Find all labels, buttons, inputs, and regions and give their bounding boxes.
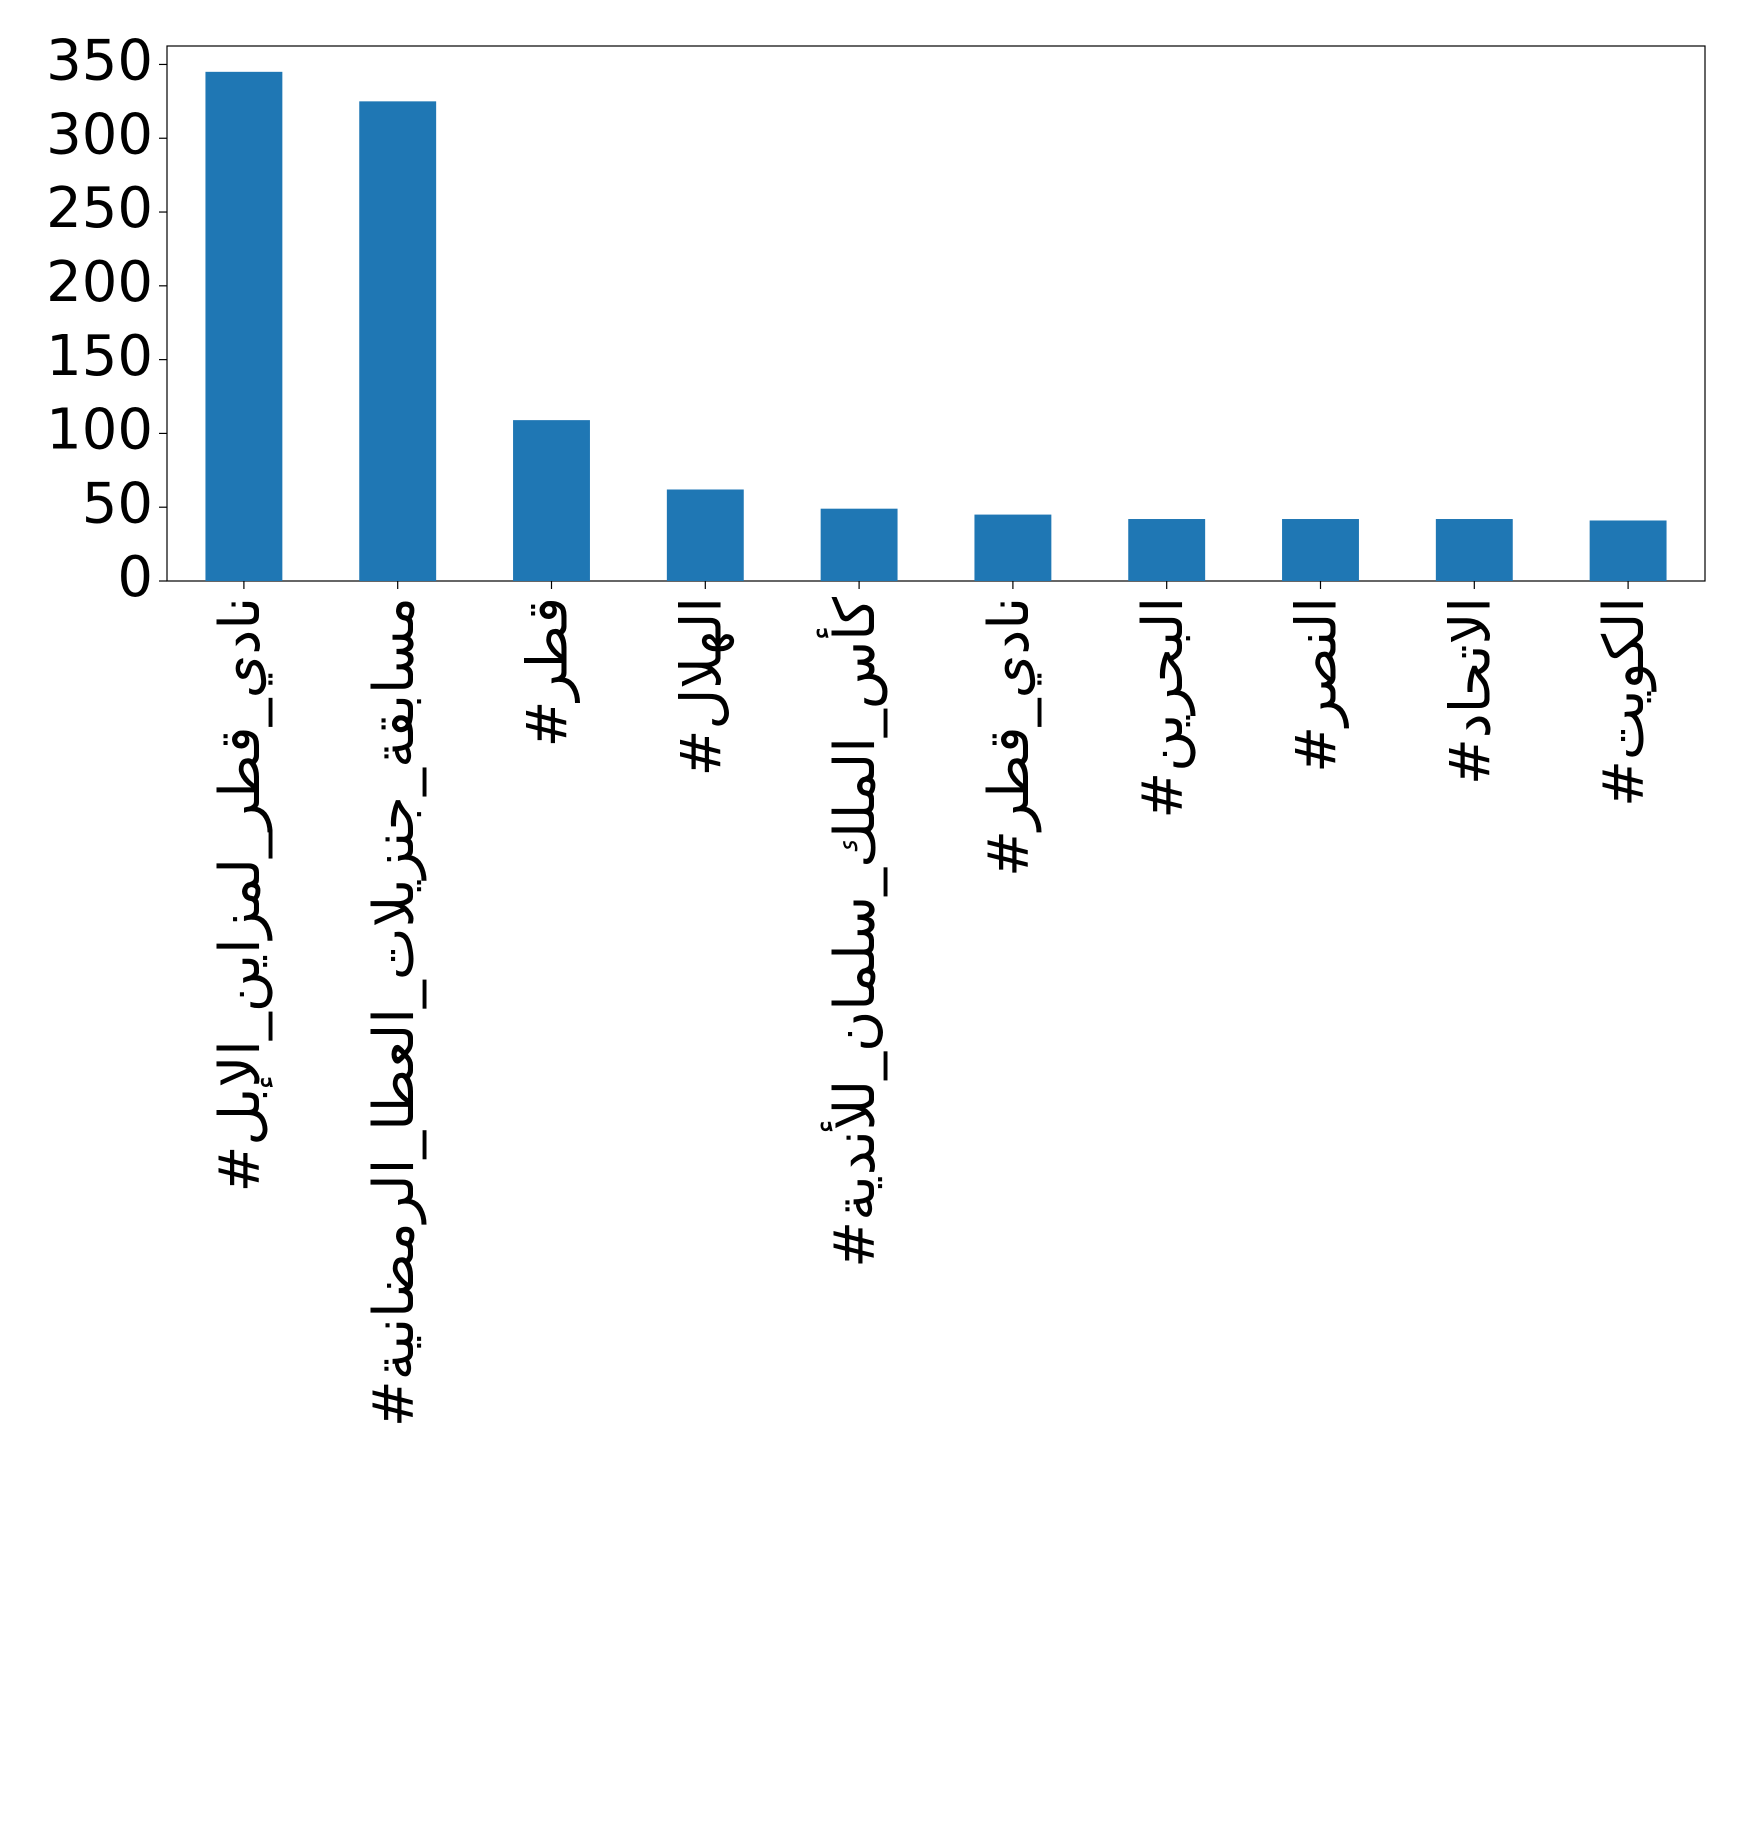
x-tick-label: #قطر [516,597,581,748]
x-tick-label: #الاتحاد [1438,597,1503,785]
y-tick-label: 200 [46,250,153,315]
plot-frame [166,45,1706,582]
bar [974,514,1052,581]
y-tick-label: 150 [46,324,153,389]
x-tick-label: #كأس_الملك_سلمان_للأندية [816,597,888,1268]
y-tick-label: 250 [46,176,153,241]
y-tick-label: 100 [46,398,153,463]
bar [359,101,437,582]
bar [513,420,590,581]
y-tick-label: 350 [46,29,153,94]
x-tick-label: #البحرين [1131,597,1196,819]
x-tick-label: #مسابقة_جنزيلات_العطا_الرمضانية [362,597,427,1427]
x-tick-label: #نادي_قطر_لمزاين_الإبل [208,597,273,1193]
x-tick-label: #الكويت [1592,597,1657,807]
bar [666,489,744,581]
bar [205,71,283,582]
x-tick-label: #النصر [1285,597,1350,773]
y-tick-label: 50 [82,471,153,536]
bar [1128,519,1206,581]
bar [820,508,898,581]
bar [1435,519,1513,581]
bar [1589,520,1667,581]
x-tick-label: #نادي_قطر [977,597,1042,877]
y-tick-label: 300 [46,102,153,167]
x-tick-label: #الهلال [669,597,734,776]
bar [1282,519,1359,581]
y-tick-label: 0 [117,545,153,610]
